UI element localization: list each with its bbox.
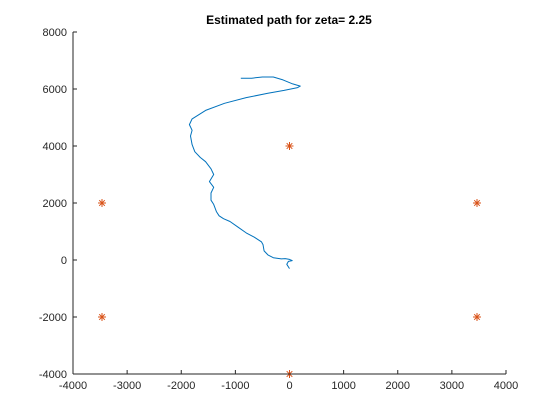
x-tick-label: -2000 (167, 380, 195, 392)
x-tick-label: 2000 (386, 380, 410, 392)
chart-title: Estimated path for zeta= 2.25 (206, 13, 372, 27)
y-tick-label: -4000 (39, 369, 67, 381)
y-tick-label: -2000 (39, 312, 67, 324)
y-tick-label: 4000 (43, 141, 67, 153)
y-tick-label: 8000 (43, 27, 67, 39)
y-tick-label: 2000 (43, 198, 67, 210)
anchor-marker (98, 199, 107, 207)
plot-area (73, 32, 506, 374)
y-tick-label: 6000 (43, 84, 67, 96)
anchor-marker (472, 313, 481, 321)
anchor-marker (98, 313, 107, 321)
x-tick-label: 0 (286, 380, 292, 392)
y-tick-label: 0 (61, 255, 67, 267)
x-tick-label: 1000 (331, 380, 355, 392)
estimated-path-line (188, 76, 301, 269)
x-tick-label: -4000 (59, 380, 87, 392)
data-layer (98, 76, 481, 378)
x-tick-label: 3000 (440, 380, 464, 392)
x-tick-label: -3000 (113, 380, 141, 392)
x-tick-label: 4000 (494, 380, 518, 392)
anchor-marker (472, 199, 481, 207)
x-tick-label: -1000 (221, 380, 249, 392)
anchor-marker (285, 142, 294, 150)
